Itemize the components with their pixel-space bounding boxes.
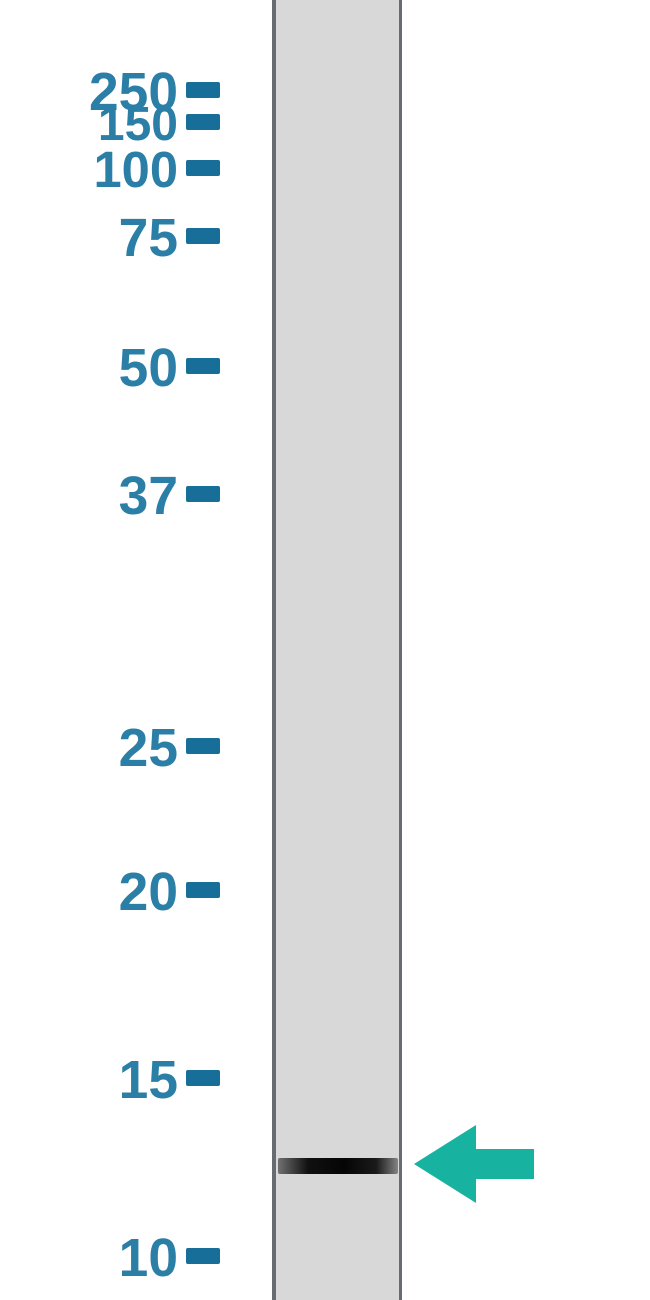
mw-marker-dash [186,228,220,244]
mw-marker-label: 20 [18,862,178,923]
mw-marker-label: 10 [18,1228,178,1289]
mw-marker-label: 100 [18,140,178,199]
mw-marker-label: 75 [18,208,178,269]
mw-marker-label: 15 [18,1050,178,1111]
mw-marker-label: 50 [18,338,178,399]
mw-marker-dash [186,358,220,374]
mw-marker-dash [186,1070,220,1086]
mw-marker-dash [186,114,220,130]
mw-marker-dash [186,1248,220,1264]
band-indicator-arrow [414,1125,534,1203]
protein-band [278,1158,398,1174]
mw-marker-label: 37 [18,466,178,527]
mw-marker-dash [186,160,220,176]
mw-marker-dash [186,486,220,502]
gel-lane [272,0,402,1300]
mw-marker-label: 25 [18,718,178,779]
mw-marker-dash [186,82,220,98]
mw-marker-dash [186,738,220,754]
mw-marker-dash [186,882,220,898]
